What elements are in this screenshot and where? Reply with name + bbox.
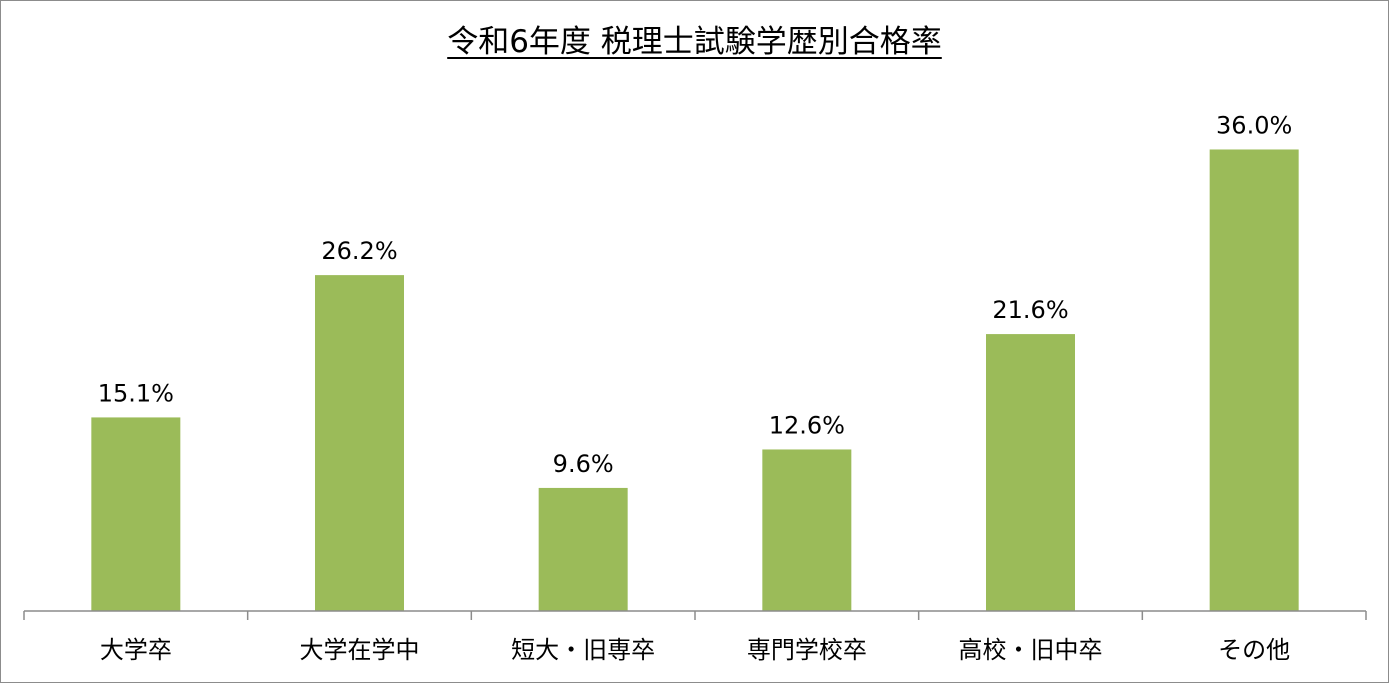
category-label: その他 (1218, 636, 1290, 664)
category-label: 大学卒 (100, 636, 172, 664)
category-label: 短大・旧専卒 (511, 636, 655, 664)
chart-title: 令和6年度 税理士試験学歴別合格率 (0, 20, 1389, 64)
data-label: 21.6% (992, 296, 1068, 324)
data-label: 12.6% (769, 411, 845, 439)
category-label: 大学在学中 (300, 636, 420, 664)
data-label: 15.1% (98, 379, 174, 407)
category-label: 高校・旧中卒 (959, 636, 1103, 664)
x-axis (23, 610, 1367, 620)
bar (986, 334, 1075, 611)
bar (538, 487, 628, 611)
category-label: 専門学校卒 (747, 636, 867, 664)
bar (762, 449, 852, 611)
data-labels-group: 15.1% 26.2% 9.6% 12.6% 21.6% 36.0% (98, 111, 1293, 477)
data-label: 36.0% (1216, 111, 1292, 139)
bars-group (91, 149, 1299, 612)
chart-title-text: 令和6年度 税理士試験学歴別合格率 (447, 24, 942, 60)
bar (315, 275, 404, 611)
category-labels-group: 大学卒 大学在学中 短大・旧専卒 専門学校卒 高校・旧中卒 その他 (100, 636, 1290, 664)
data-label: 26.2% (321, 237, 397, 265)
bar (1209, 149, 1299, 612)
bar (91, 417, 181, 611)
data-label: 9.6% (553, 450, 614, 478)
